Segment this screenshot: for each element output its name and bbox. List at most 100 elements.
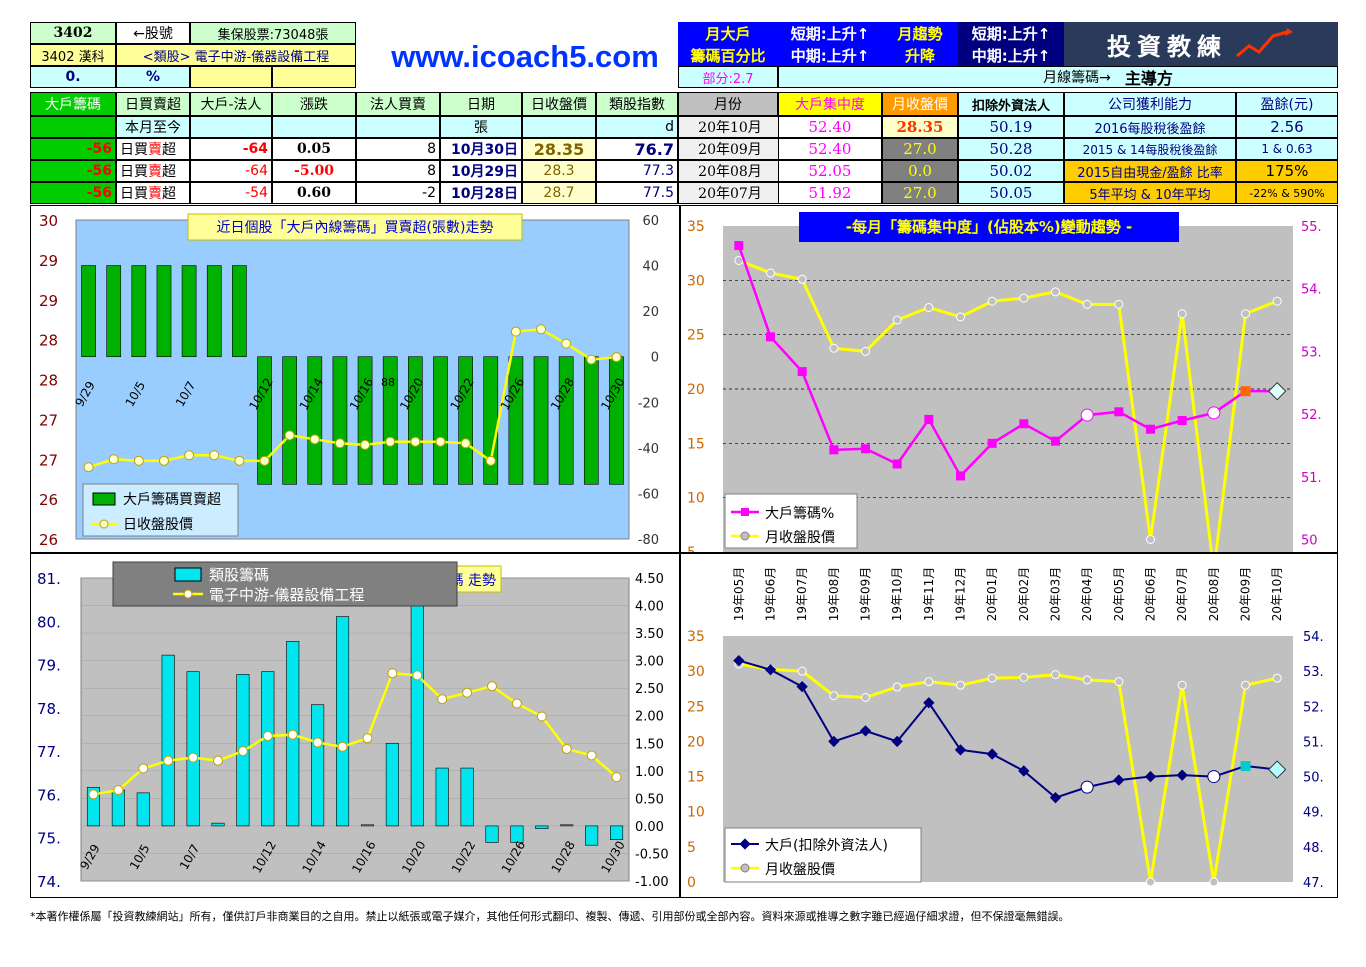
table1-subrow-2 xyxy=(190,116,272,138)
x-month-label: 20年10月 xyxy=(1270,567,1284,622)
table2-header-2: 月收盤價 xyxy=(882,92,958,116)
price-point xyxy=(1114,299,1124,309)
chip-bar xyxy=(533,356,549,485)
sector-bar xyxy=(385,742,399,827)
sector-index-point xyxy=(138,763,149,774)
concentration-point xyxy=(1240,386,1251,397)
y-right-tick: -0.50 xyxy=(635,847,669,862)
x-month-label: 19年11月 xyxy=(922,567,936,622)
row-index: 76.7 xyxy=(596,138,678,160)
price-point xyxy=(133,455,144,466)
y-right-tick: 54. xyxy=(1301,283,1322,298)
price-point xyxy=(510,326,521,337)
sector-index-point xyxy=(312,737,323,748)
price-point xyxy=(1019,672,1029,682)
x-month-label: 19年07月 xyxy=(795,567,809,622)
row-change: 0.05 xyxy=(272,138,356,160)
table1-header-2: 大戶-法人 xyxy=(190,92,272,116)
x-month-label: 19年12月 xyxy=(954,567,968,622)
concentration-cell: 52.40 xyxy=(778,116,882,138)
y-right-tick: -40 xyxy=(638,442,659,457)
chip-bar xyxy=(382,356,398,485)
r3-value: 0. xyxy=(30,66,116,88)
concentration-point xyxy=(766,332,775,342)
mid-term-trend2: 中期:上升↑ xyxy=(958,44,1064,66)
y-left-tick: 25 xyxy=(687,699,705,715)
row-big-chip: -56 xyxy=(30,182,116,204)
row-label-sell: 賣 xyxy=(148,186,162,202)
price-point xyxy=(1209,877,1219,887)
chip-bar xyxy=(433,356,448,485)
table1-header-6: 日收盤價 xyxy=(522,92,596,116)
legend-price-marker xyxy=(740,863,750,873)
excl-foreign-cell: 50.28 xyxy=(958,138,1064,160)
table1-header-5: 日期 xyxy=(440,92,522,116)
y-right-tick: 54. xyxy=(1303,630,1324,645)
month-cell: 20年09月 xyxy=(678,138,782,160)
price-point xyxy=(1177,309,1187,319)
concentration-point xyxy=(1114,407,1124,417)
legend-box xyxy=(112,561,458,607)
concentration-point xyxy=(1207,406,1221,420)
concentration-point xyxy=(924,414,934,424)
y-right-tick: 51. xyxy=(1301,471,1322,486)
row-date: 10月30日 xyxy=(440,138,522,160)
x-month-label: 19年05月 xyxy=(732,567,746,622)
price-point xyxy=(797,666,807,676)
concentration-point xyxy=(1019,419,1029,429)
concentration-point xyxy=(1080,408,1094,422)
y-left-tick: 76. xyxy=(37,786,61,804)
chip-bar xyxy=(583,356,599,485)
y-right-tick: 4.00 xyxy=(635,600,664,615)
excl-foreign-point xyxy=(1240,761,1251,772)
y-right-tick: 0.50 xyxy=(635,792,664,807)
y-right-tick: 49. xyxy=(1303,806,1324,821)
website-link[interactable]: www.icoach5.com xyxy=(391,39,659,74)
title-box xyxy=(187,213,523,241)
row-index: 77.5 xyxy=(596,182,678,204)
stock-code-label: ←股號 xyxy=(116,22,190,44)
price-point xyxy=(987,673,997,683)
y-left-tick: 29 xyxy=(39,252,58,270)
legend-price-label: 月收盤股價 xyxy=(765,861,835,878)
table1-subrow-1: 本月至今 xyxy=(116,116,190,138)
price-point xyxy=(861,693,870,702)
concentration-point xyxy=(1146,424,1155,434)
x-month-label: 19年08月 xyxy=(827,567,841,622)
y-left-tick: 28 xyxy=(39,332,58,350)
y-right-tick: 50 xyxy=(1301,533,1318,548)
legend-price-marker xyxy=(740,531,750,541)
stock-code: 3402 xyxy=(30,22,116,44)
price-point xyxy=(1272,673,1282,683)
y-right-tick: 40 xyxy=(642,260,659,275)
concentration-point xyxy=(1267,381,1287,401)
y-left-tick: 30 xyxy=(687,664,705,680)
price-point xyxy=(234,455,245,466)
profit-label: 2015 & 14每股稅後盈餘 xyxy=(1064,138,1236,160)
table1-header-7: 類股指數 xyxy=(596,92,678,116)
x-month-label: 20年07月 xyxy=(1175,567,1189,622)
excl-foreign-point xyxy=(859,725,872,737)
y-left-tick: 80. xyxy=(37,613,61,631)
profit-label: 2016每股稅後盈餘 xyxy=(1064,116,1236,138)
price-point xyxy=(829,343,839,353)
table1-subrow-7: d xyxy=(596,116,678,138)
y-left-tick: 27 xyxy=(39,411,58,429)
price-point xyxy=(1114,677,1124,687)
sector-bar xyxy=(485,825,499,843)
price-point xyxy=(360,439,371,450)
row-date: 10月28日 xyxy=(440,182,522,204)
legend-bar-label: 大戶籌碼買賣超 xyxy=(123,492,221,508)
profit-value: 175% xyxy=(1236,160,1338,182)
price-point xyxy=(1051,287,1060,297)
sector-bar xyxy=(311,704,325,827)
profit-value: 2.56 xyxy=(1236,116,1338,138)
sector-index-point xyxy=(437,694,448,705)
month-big-label2: 籌碼百分比 xyxy=(678,44,778,66)
price-point xyxy=(108,454,119,465)
sector-index-point xyxy=(188,752,199,763)
r3-percent: % xyxy=(116,66,190,88)
chip-bar xyxy=(508,356,524,485)
row-change: 0.60 xyxy=(272,182,356,204)
sector-bar xyxy=(186,671,200,827)
